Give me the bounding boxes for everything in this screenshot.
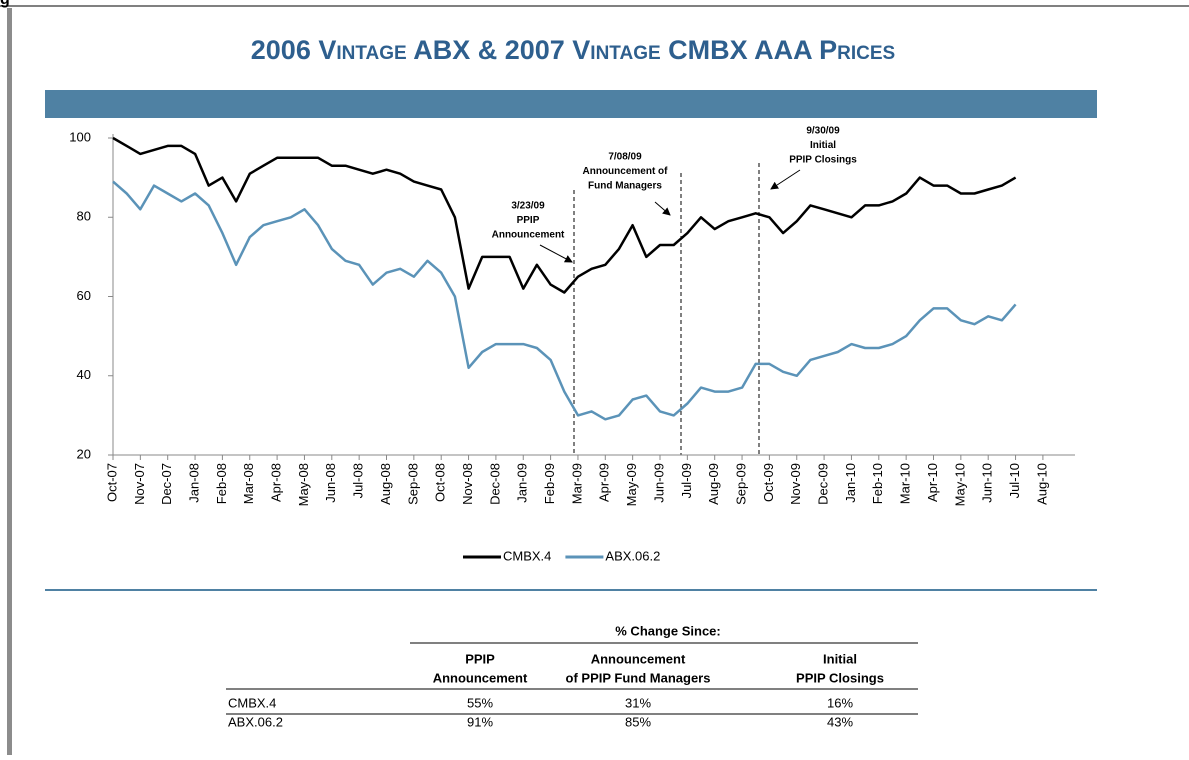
legend-label: ABX.06.2: [605, 548, 660, 563]
column-header: of PPIP Fund Managers: [566, 670, 711, 685]
row-label: CMBX.4: [228, 695, 276, 710]
series-line: [112, 136, 1017, 294]
annotation: Announcement: [492, 230, 565, 241]
x-tick-label: Jul-08: [351, 463, 366, 498]
x-tick-label: Jan-08: [186, 463, 201, 503]
x-tick-label: Dec-08: [487, 463, 502, 505]
x-tick-label: Apr-08: [269, 463, 284, 502]
x-tick-label: Sep-09: [733, 463, 748, 505]
x-tick-label: Sep-08: [405, 463, 420, 505]
table-cell: 31%: [625, 695, 651, 710]
table-cell: 43%: [827, 714, 853, 729]
row-label: ABX.06.2: [228, 714, 283, 729]
x-tick-label: Oct-09: [761, 463, 776, 502]
annotation: 7/08/09: [608, 152, 642, 163]
x-tick-label: May-10: [952, 463, 967, 506]
arrow: [539, 244, 573, 263]
legend-label: CMBX.4: [503, 548, 551, 563]
annotation: PPIP Closings: [789, 155, 857, 166]
left-bar: [7, 8, 12, 755]
x-tick-label: Apr-09: [597, 463, 612, 502]
x-tick-label: Jan-10: [843, 463, 858, 503]
chart-title: 2006 Vintage ABX & 2007 Vintage CMBX AAA…: [251, 35, 895, 65]
x-tick-label: Feb-09: [542, 463, 557, 504]
arrow: [654, 201, 671, 216]
x-tick-label: Mar-08: [241, 463, 256, 504]
y-tick-label: 20: [77, 446, 91, 461]
x-tick-label: Mar-09: [569, 463, 584, 504]
x-tick-label: Oct-07: [104, 463, 119, 502]
arrow: [770, 169, 801, 190]
x-tick-label: Oct-08: [433, 463, 448, 502]
x-tick-label: Jan-09: [515, 463, 530, 503]
table-cell: 16%: [827, 695, 853, 710]
y-tick-label: 60: [77, 288, 91, 303]
x-tick-label: Jun-10: [980, 463, 995, 503]
table-group-header: % Change Since:: [615, 623, 720, 638]
x-tick-label: Mar-10: [898, 463, 913, 504]
x-tick-label: Nov-07: [132, 463, 147, 505]
y-tick-label: 40: [77, 367, 91, 382]
annotation: Announcement of: [583, 166, 669, 177]
x-tick-label: Jul-09: [679, 463, 694, 498]
x-tick-label: Aug-10: [1034, 463, 1049, 505]
x-tick-label: Jun-09: [651, 463, 666, 503]
annotation: Fund Managers: [588, 181, 662, 192]
series-line: [112, 180, 1017, 421]
annotation: PPIP: [517, 215, 540, 226]
x-tick-label: May-09: [624, 463, 639, 506]
x-tick-label: May-08: [296, 463, 311, 506]
x-tick-label: Nov-09: [788, 463, 803, 505]
column-header: Announcement: [591, 651, 686, 666]
column-header: Initial: [823, 651, 857, 666]
x-tick-label: Feb-08: [214, 463, 229, 504]
column-header: Announcement: [433, 670, 528, 685]
y-tick-label: 100: [69, 129, 91, 144]
annotation: 9/30/09: [806, 126, 840, 137]
x-tick-label: Apr-10: [925, 463, 940, 502]
header-fragment: g: [0, 0, 10, 8]
table-cell: 91%: [467, 714, 493, 729]
x-tick-label: Jun-08: [323, 463, 338, 503]
x-tick-label: Dec-07: [159, 463, 174, 505]
table-cell: 85%: [625, 714, 651, 729]
table-cell: 55%: [467, 695, 493, 710]
x-tick-label: Jul-10: [1007, 463, 1022, 498]
y-tick-label: 80: [77, 209, 91, 224]
x-tick-label: Nov-08: [460, 463, 475, 505]
x-tick-label: Feb-10: [870, 463, 885, 504]
annotation: Initial: [810, 140, 836, 151]
column-header: PPIP: [465, 651, 495, 666]
title-band: [45, 90, 1097, 118]
annotation: 3/23/09: [511, 201, 545, 212]
column-header: PPIP Closings: [796, 670, 884, 685]
x-tick-label: Aug-09: [706, 463, 721, 505]
x-tick-label: Aug-08: [378, 463, 393, 505]
x-tick-label: Dec-09: [816, 463, 831, 505]
